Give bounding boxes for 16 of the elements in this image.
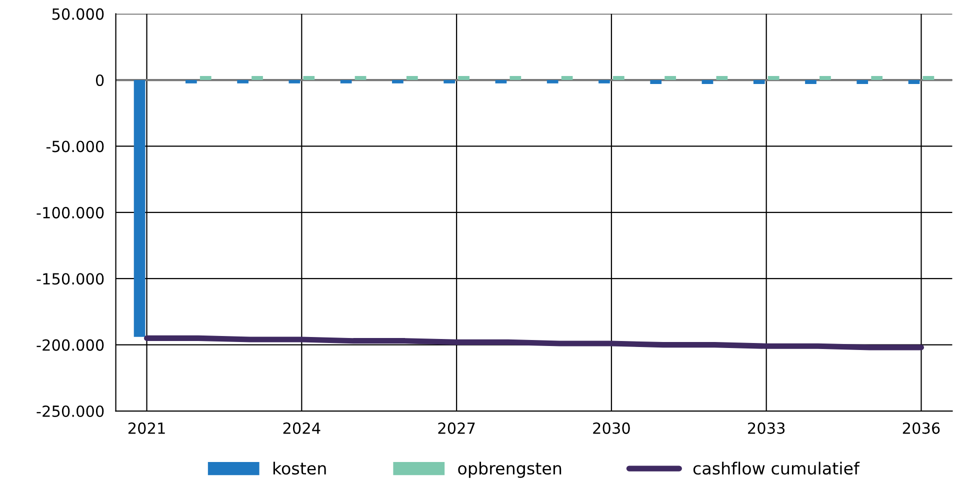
legend-label: cashflow cumulatief <box>693 462 860 475</box>
x-tick-label: 2024 <box>283 422 320 434</box>
legend-label: opbrengsten <box>458 462 562 478</box>
y-tick-label: -200.000 <box>36 339 104 351</box>
y-tick-label: -250.000 <box>36 405 104 418</box>
y-tick-label: 0 <box>96 74 104 86</box>
x-tick-label: 2030 <box>593 422 630 434</box>
y-tick-label: -100.000 <box>36 206 104 218</box>
y-tick-label: -150.000 <box>36 273 104 285</box>
y-tick-label: -50.000 <box>46 140 104 152</box>
x-tick-label: 2036 <box>902 422 940 434</box>
legend-label: kosten <box>273 462 326 475</box>
x-tick-label: 2021 <box>128 422 165 434</box>
x-tick-label: 2033 <box>748 422 785 434</box>
y-tick-label: 50.000 <box>52 8 104 20</box>
x-tick-label: 2027 <box>438 422 475 434</box>
